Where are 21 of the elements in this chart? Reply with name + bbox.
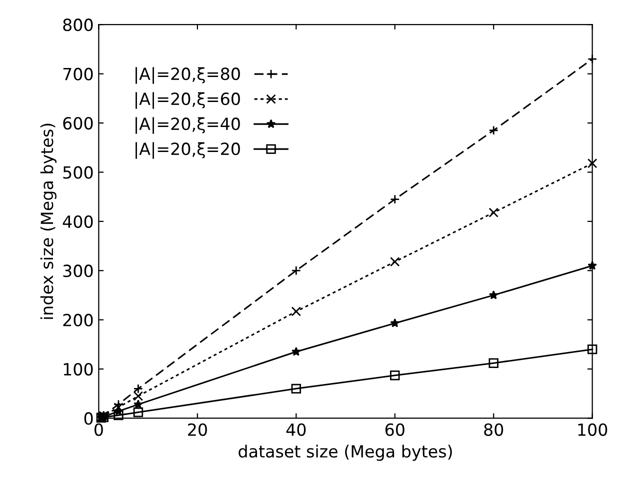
y-tick-label: 600 xyxy=(63,116,93,130)
legend-label: |A|=20,ξ=60 xyxy=(136,92,240,109)
x-tick-label: 40 xyxy=(286,423,306,436)
y-axis-title: index size (Mega bytes) xyxy=(40,124,56,319)
x-tick-label: 0 xyxy=(94,423,103,436)
x-tick-label: 80 xyxy=(484,423,504,436)
y-tick-label: 300 xyxy=(63,264,93,278)
y-tick-label: 400 xyxy=(62,215,93,228)
y-tick-label: 800 xyxy=(63,18,93,32)
x-tick-label: 60 xyxy=(385,423,404,436)
x-tick-label: 20 xyxy=(188,423,207,436)
y-tick-label: 500 xyxy=(63,166,93,179)
y-tick-label: 100 xyxy=(64,362,93,376)
x-axis-title: dataset size (Mega bytes) xyxy=(238,444,452,461)
y-tick-label: 200 xyxy=(63,314,93,326)
y-tick-label: 0 xyxy=(84,412,93,425)
legend-label: |A|=20,ξ=80 xyxy=(136,67,240,84)
legend-label: |A|=20,ξ=20 xyxy=(136,142,240,159)
legend-label: |A|=20,ξ=40 xyxy=(136,117,240,134)
y-tick-label: 700 xyxy=(63,68,93,80)
x-tick-label: 100 xyxy=(578,423,608,436)
